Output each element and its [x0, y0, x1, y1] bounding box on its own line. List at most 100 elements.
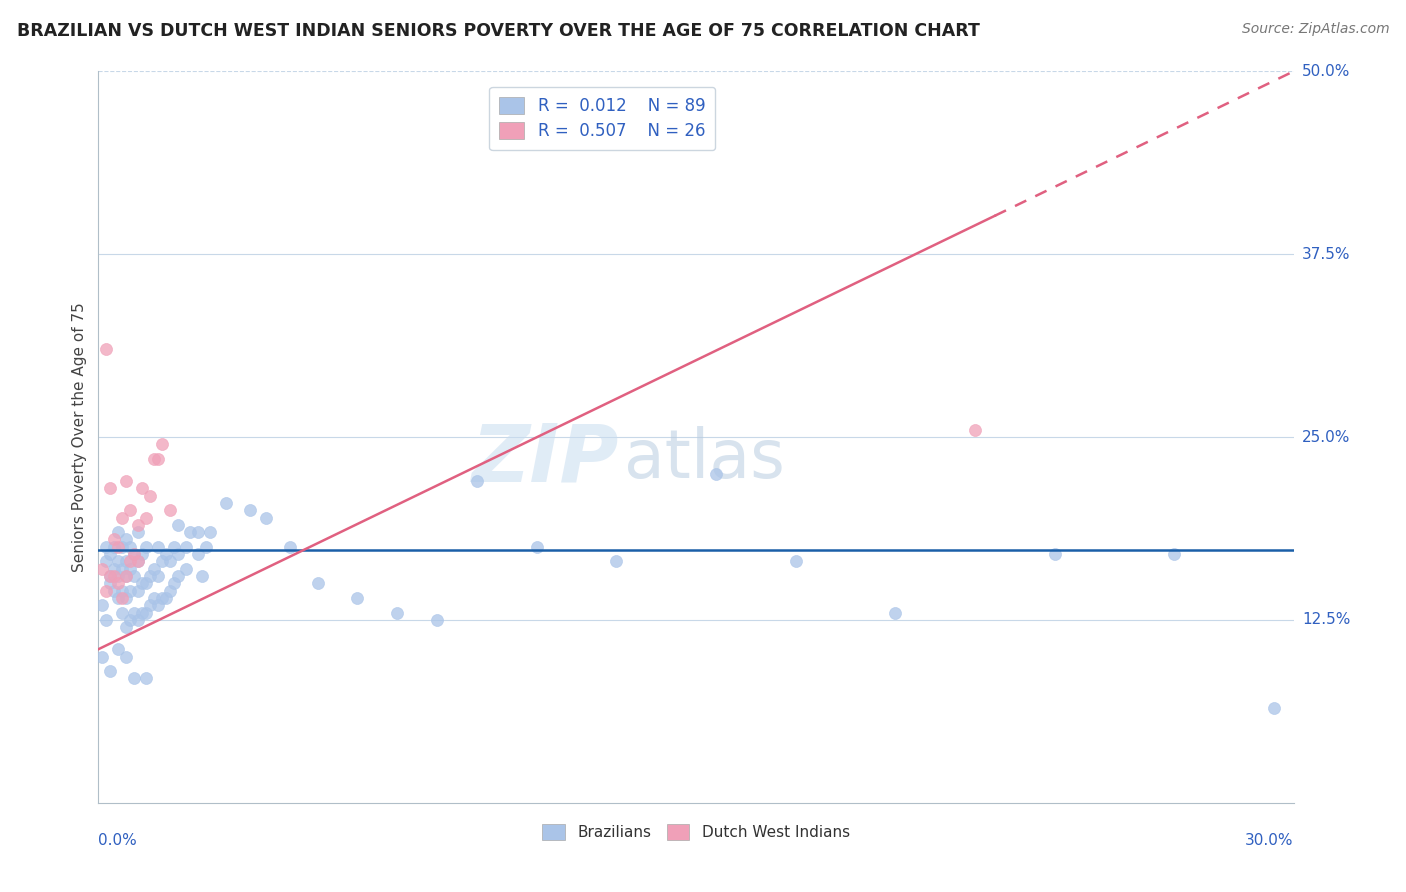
- Point: [98, 569, 122, 583]
- Text: 50.0%: 50.0%: [1302, 64, 1350, 78]
- Point: [115, 474, 138, 488]
- Point: [139, 599, 162, 613]
- Point: [526, 540, 548, 554]
- Point: [135, 510, 157, 524]
- Point: [111, 510, 134, 524]
- Point: [148, 599, 170, 613]
- Point: [254, 510, 277, 524]
- Point: [127, 554, 149, 568]
- Point: [107, 642, 129, 657]
- Point: [465, 474, 488, 488]
- Point: [307, 576, 329, 591]
- Legend: Brazilians, Dutch West Indians: Brazilians, Dutch West Indians: [536, 818, 856, 847]
- Point: [96, 540, 118, 554]
- Point: [103, 583, 125, 598]
- Point: [91, 649, 114, 664]
- Point: [167, 517, 190, 532]
- Point: [120, 503, 142, 517]
- Point: [98, 576, 122, 591]
- Point: [167, 569, 190, 583]
- Point: [107, 554, 129, 568]
- Point: [150, 591, 173, 605]
- Point: [191, 569, 214, 583]
- Point: [131, 576, 153, 591]
- Point: [107, 540, 129, 554]
- Point: [96, 554, 118, 568]
- Point: [98, 547, 122, 561]
- Point: [278, 540, 301, 554]
- Point: [167, 547, 190, 561]
- Point: [1043, 547, 1066, 561]
- Point: [155, 591, 177, 605]
- Point: [115, 554, 138, 568]
- Point: [135, 576, 157, 591]
- Point: [385, 606, 409, 620]
- Text: 0.0%: 0.0%: [98, 833, 138, 848]
- Text: ZIP: ZIP: [471, 420, 619, 498]
- Point: [111, 562, 134, 576]
- Point: [98, 481, 122, 495]
- Point: [346, 591, 368, 605]
- Point: [127, 583, 149, 598]
- Point: [198, 525, 221, 540]
- Point: [215, 496, 238, 510]
- Point: [107, 576, 129, 591]
- Point: [96, 613, 118, 627]
- Point: [120, 583, 142, 598]
- Point: [135, 672, 157, 686]
- Point: [150, 554, 173, 568]
- Point: [1163, 547, 1185, 561]
- Text: Source: ZipAtlas.com: Source: ZipAtlas.com: [1241, 22, 1389, 37]
- Point: [120, 613, 142, 627]
- Point: [239, 503, 262, 517]
- Point: [195, 540, 218, 554]
- Point: [143, 591, 166, 605]
- Point: [159, 554, 181, 568]
- Point: [187, 525, 209, 540]
- Point: [91, 599, 114, 613]
- Point: [111, 591, 134, 605]
- Point: [131, 481, 153, 495]
- Point: [179, 525, 201, 540]
- Point: [107, 591, 129, 605]
- Point: [124, 569, 146, 583]
- Point: [159, 583, 181, 598]
- Y-axis label: Seniors Poverty Over the Age of 75: Seniors Poverty Over the Age of 75: [72, 302, 87, 572]
- Point: [163, 540, 186, 554]
- Point: [107, 569, 129, 583]
- Point: [127, 613, 149, 627]
- Point: [163, 576, 186, 591]
- Point: [91, 562, 114, 576]
- Point: [127, 554, 149, 568]
- Text: 25.0%: 25.0%: [1302, 430, 1350, 444]
- Point: [139, 489, 162, 503]
- Point: [148, 569, 170, 583]
- Point: [135, 540, 157, 554]
- Point: [174, 562, 197, 576]
- Point: [115, 569, 138, 583]
- Point: [103, 540, 125, 554]
- Point: [115, 569, 138, 583]
- Point: [127, 525, 149, 540]
- Point: [426, 613, 449, 627]
- Point: [884, 606, 907, 620]
- Point: [131, 606, 153, 620]
- Text: atlas: atlas: [624, 426, 785, 492]
- Point: [115, 649, 138, 664]
- Point: [111, 606, 134, 620]
- Point: [187, 547, 209, 561]
- Point: [120, 554, 142, 568]
- Point: [103, 533, 125, 547]
- Point: [159, 503, 181, 517]
- Text: 12.5%: 12.5%: [1302, 613, 1350, 627]
- Point: [111, 540, 134, 554]
- Point: [103, 562, 125, 576]
- Point: [155, 547, 177, 561]
- Point: [143, 452, 166, 467]
- Point: [135, 606, 157, 620]
- Point: [143, 562, 166, 576]
- Point: [148, 540, 170, 554]
- Point: [127, 517, 149, 532]
- Text: BRAZILIAN VS DUTCH WEST INDIAN SENIORS POVERTY OVER THE AGE OF 75 CORRELATION CH: BRAZILIAN VS DUTCH WEST INDIAN SENIORS P…: [17, 22, 980, 40]
- Point: [124, 672, 146, 686]
